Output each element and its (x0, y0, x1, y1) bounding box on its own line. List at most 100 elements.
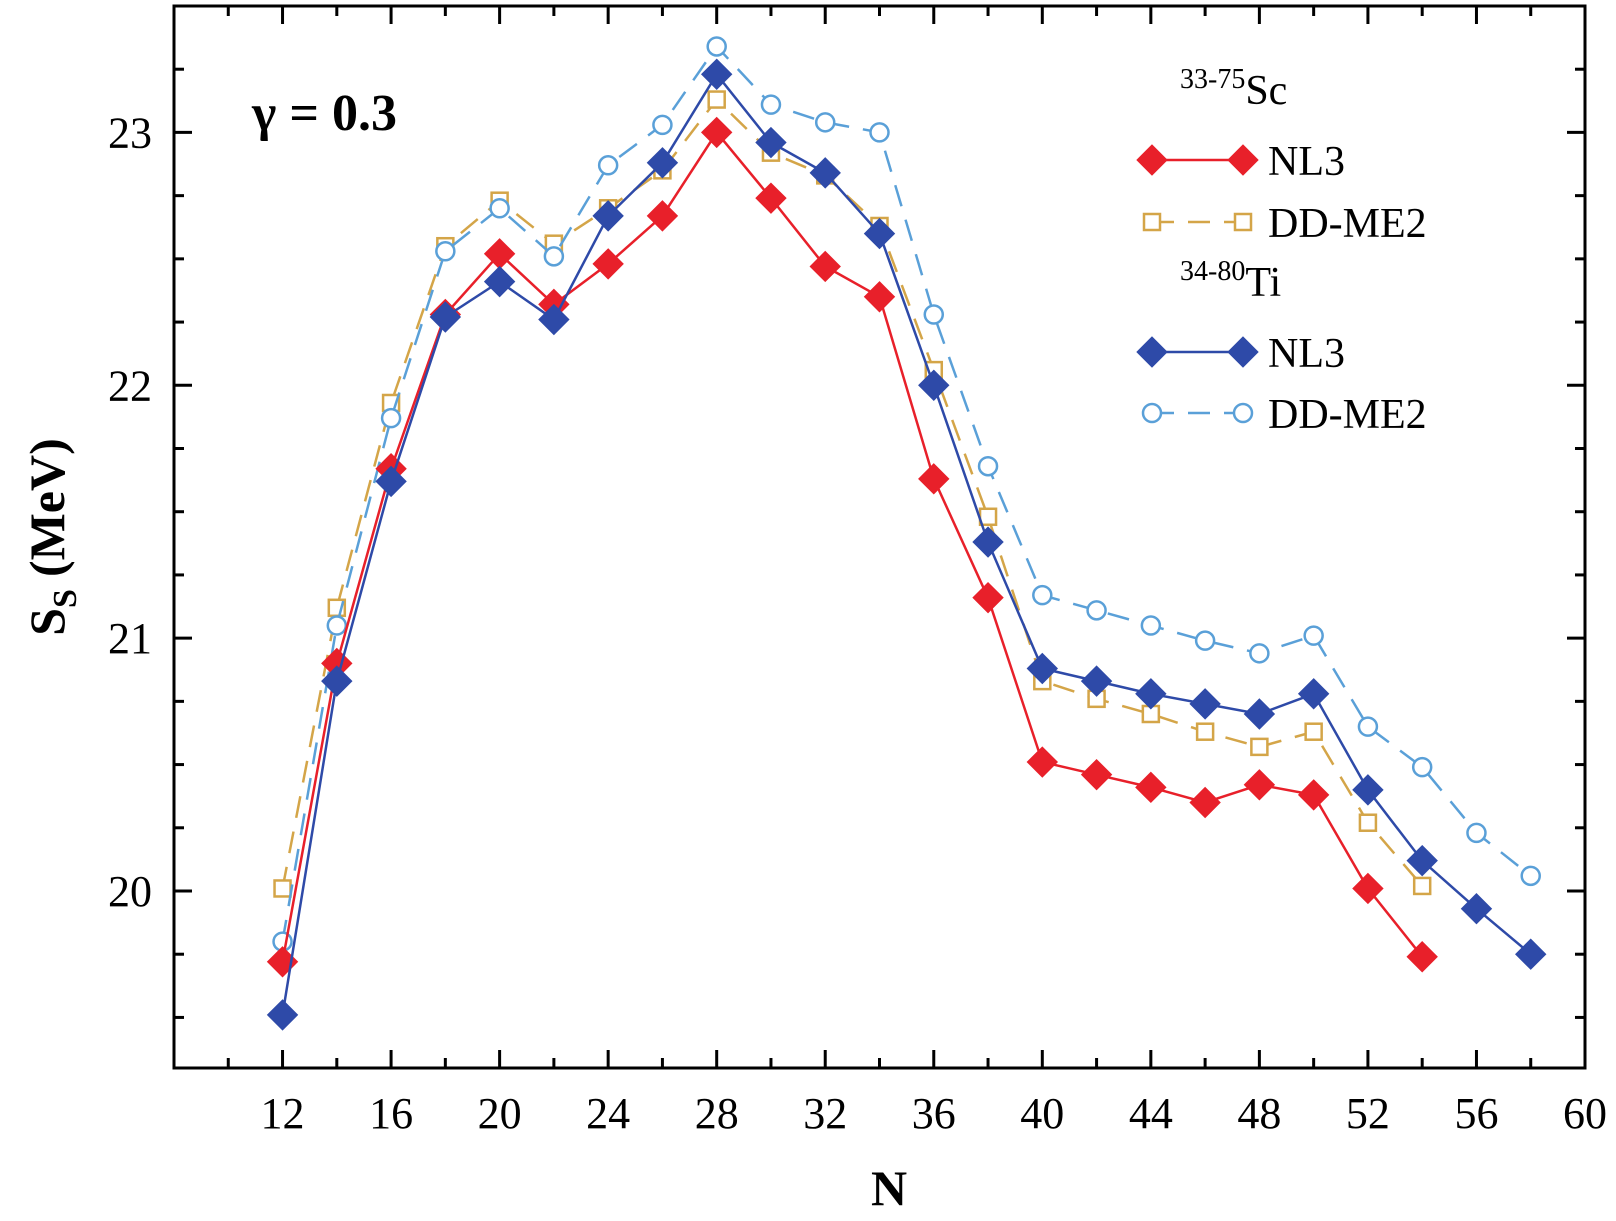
y-tick-label: 21 (108, 614, 152, 663)
data-point (592, 200, 624, 232)
data-point (707, 90, 726, 109)
data-point (266, 999, 299, 1031)
series-layer (266, 36, 1547, 1031)
data-point (543, 246, 565, 267)
x-tick-label: 56 (1454, 1089, 1498, 1138)
series-line (281, 44, 1532, 942)
legend-label: NL3 (1268, 139, 1345, 185)
data-point (863, 217, 896, 250)
data-point (1304, 722, 1323, 741)
legend-group-label: 34-80Ti (1180, 256, 1281, 306)
data-point (1194, 630, 1216, 651)
legend-label: DD-ME2 (1268, 392, 1427, 438)
data-point (1080, 758, 1113, 791)
data-point (814, 112, 836, 133)
x-tick-label: 60 (1563, 1089, 1607, 1138)
svg-text:SS(MeV): SS (MeV) (19, 438, 84, 636)
x-tick-label: 48 (1237, 1089, 1281, 1138)
data-point (1520, 865, 1541, 887)
series-line (281, 97, 1424, 889)
x-tick-label: 28 (695, 1089, 739, 1138)
data-point (1297, 779, 1330, 811)
data-point (1352, 774, 1384, 806)
data-point (918, 369, 950, 401)
x-axis-title: N (871, 1160, 907, 1216)
legend-group-mass-range: 34-80 (1180, 256, 1245, 287)
data-point (1412, 876, 1432, 896)
x-tick-label: 40 (1020, 1089, 1064, 1138)
data-point (1406, 941, 1438, 973)
data-point (646, 200, 679, 232)
x-tick-label: 44 (1129, 1089, 1173, 1138)
x-tick-label: 52 (1346, 1089, 1390, 1138)
data-point (809, 157, 841, 189)
data-point (755, 182, 787, 214)
data-point (646, 147, 679, 179)
data-point (380, 407, 402, 429)
data-point (273, 879, 292, 898)
legend-marker (1233, 212, 1253, 232)
data-point (1140, 615, 1162, 636)
x-tick-label: 20 (478, 1089, 522, 1138)
legend-group-element: Sc (1245, 68, 1287, 114)
data-point (1086, 600, 1107, 621)
data-point (760, 94, 782, 115)
data-point (1357, 716, 1379, 737)
data-point (1135, 771, 1167, 804)
legend: 33-75Sc NL3 DD-ME2 34-80Ti NL3 DD-ME2 (1136, 64, 1427, 438)
plot-frame (172, 4, 1587, 1070)
data-point (700, 58, 733, 90)
x-tick-label: 36 (912, 1089, 956, 1138)
data-point (321, 665, 353, 697)
legend-marker (1227, 336, 1259, 368)
data-point (435, 241, 456, 262)
legend-group-element: Ti (1245, 260, 1281, 306)
legend-marker (1142, 212, 1162, 232)
data-point (597, 155, 619, 176)
legend-label: NL3 (1268, 331, 1345, 377)
data-point (1249, 643, 1270, 664)
data-point (863, 281, 896, 313)
data-point (809, 250, 841, 283)
data-point (972, 526, 1004, 558)
data-point (706, 36, 727, 57)
legend-group-mass-range: 33-75 (1180, 64, 1245, 95)
y-axis-title-main: S (19, 608, 75, 636)
series-2 (266, 58, 1547, 1031)
data-point (918, 463, 950, 495)
legend-marker (1136, 336, 1168, 368)
data-point (1406, 844, 1438, 877)
data-point (1460, 892, 1493, 925)
legend-group-label: 33-75Sc (1180, 64, 1287, 114)
data-point (1026, 652, 1059, 685)
y-tick-label: 22 (108, 361, 152, 410)
data-point (429, 301, 462, 333)
data-point (1189, 786, 1221, 819)
data-point (755, 126, 787, 159)
series-3 (272, 36, 1541, 952)
axis-ticks (174, 4, 1587, 1068)
data-point (923, 304, 945, 325)
data-point (538, 303, 570, 336)
y-axis-title-unit: (MeV) (19, 438, 75, 577)
data-point (326, 615, 348, 636)
x-tick-label: 32 (803, 1089, 847, 1138)
data-point (1195, 722, 1215, 741)
x-tick-label: 16 (369, 1089, 413, 1138)
data-point (1243, 698, 1276, 730)
data-point (1358, 813, 1378, 832)
data-point (1303, 625, 1324, 646)
data-point (1250, 737, 1269, 757)
data-point (1032, 584, 1053, 606)
data-point (1466, 822, 1487, 844)
data-point (869, 122, 890, 143)
data-point (1411, 756, 1433, 778)
data-point (483, 265, 516, 298)
data-point (1243, 769, 1276, 801)
annotation-gamma: γ = 0.3 (251, 85, 397, 142)
data-point (1352, 872, 1384, 905)
data-point (977, 455, 999, 477)
y-axis-title-sub: S (47, 589, 84, 608)
data-point (700, 116, 733, 149)
